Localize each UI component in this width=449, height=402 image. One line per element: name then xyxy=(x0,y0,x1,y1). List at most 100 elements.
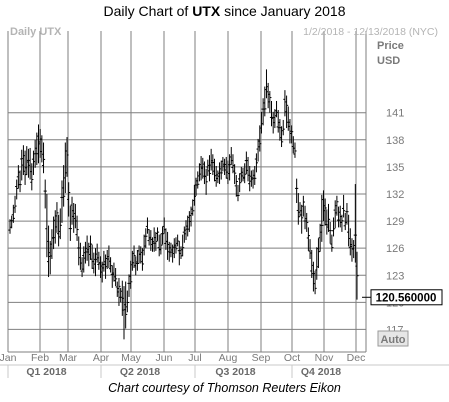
title-ticker: UTX xyxy=(192,3,221,19)
ohlc-bar xyxy=(162,217,166,234)
ohlc-bar xyxy=(341,194,346,218)
ohlc-bar xyxy=(124,281,128,329)
ohlc-bar xyxy=(333,200,337,229)
x-tick-label: Jul xyxy=(188,352,201,364)
ohlc-bar xyxy=(53,210,57,244)
ohlc-bar xyxy=(155,227,160,241)
quarter-label: Q4 2018 xyxy=(301,366,341,378)
x-axis-month-ticks: Jan Feb Mar Apr May Jun Jul Aug Sep Oct Nov Dec xyxy=(0,352,365,364)
ohlc-bar xyxy=(46,225,51,278)
ohlc-bar xyxy=(271,111,275,134)
ohlc-bar xyxy=(254,153,259,173)
ohlc-bar xyxy=(73,203,77,229)
ohlc-bar xyxy=(80,257,84,278)
ohlc-bar xyxy=(174,237,178,254)
ohlc-bar xyxy=(256,138,260,162)
ohlc-bar xyxy=(165,231,170,260)
quarter-label: Q3 2018 xyxy=(215,366,255,378)
title-suffix: since January 2018 xyxy=(220,3,346,19)
ohlc-bar xyxy=(60,180,64,223)
ohlc-bar xyxy=(97,251,101,270)
ohlc-bar xyxy=(326,203,331,232)
auto-button-bg[interactable] xyxy=(377,330,409,347)
ohlc-bar xyxy=(347,214,351,247)
ohlc-bar xyxy=(140,248,145,271)
ohlc-bar xyxy=(204,168,208,195)
ohlc-bar xyxy=(181,234,185,257)
ohlc-bar xyxy=(296,193,300,225)
ohlc-bar xyxy=(88,235,93,260)
ohlc-bar xyxy=(13,195,17,213)
ohlc-bar xyxy=(70,196,74,225)
ohlc-bar xyxy=(306,227,310,251)
ohlc-bar xyxy=(274,100,279,118)
quarter-label: Q2 2018 xyxy=(120,366,160,378)
price-bars xyxy=(8,69,359,340)
ohlc-bar xyxy=(112,262,116,282)
ohlc-bar xyxy=(206,159,210,176)
ohlc-bar xyxy=(239,166,243,183)
ohlc-bar xyxy=(176,234,180,247)
ohlc-bar xyxy=(273,109,277,129)
last-price-value: 120.560000 xyxy=(376,292,437,304)
chart-title: Daily Chart of UTX since January 2018 xyxy=(0,3,449,19)
ohlc-bar xyxy=(192,184,196,206)
date-range: 1/2/2018 - 12/13/2018 (NYC) xyxy=(303,26,438,38)
ohlc-bar xyxy=(58,208,62,240)
title-prefix: Daily Chart of xyxy=(103,3,193,19)
ohlc-bar xyxy=(219,160,223,180)
ohlc-bar xyxy=(286,106,290,131)
auto-scale-button[interactable]: Auto xyxy=(377,330,409,347)
ohlc-bar xyxy=(330,234,334,252)
ohlc-bar xyxy=(340,214,344,232)
ohlc-bar xyxy=(182,226,186,243)
ohlc-bar xyxy=(211,154,215,176)
ohlc-bar xyxy=(110,265,114,288)
ohlc-bar xyxy=(157,234,161,257)
ohlc-bar xyxy=(55,202,59,233)
ohlc-bar xyxy=(159,233,163,255)
ohlc-bar xyxy=(197,163,202,182)
ohlc-bar xyxy=(28,147,32,180)
ohlc-bar xyxy=(117,277,121,306)
ohlc-bar xyxy=(229,147,233,166)
ohlc-bar xyxy=(134,256,138,276)
ohlc-bar xyxy=(345,203,349,225)
ohlc-bar xyxy=(321,190,326,222)
y-tick-label: 126 xyxy=(386,243,404,255)
ohlc-bar xyxy=(78,242,83,270)
ohlc-bar xyxy=(201,157,205,179)
ohlc-bar xyxy=(268,91,272,113)
ohlc-bar xyxy=(43,179,47,209)
ohlc-bar xyxy=(281,119,285,136)
price-chart[interactable]: 117120123126129132135138141 JanFebMarApr… xyxy=(0,22,449,378)
ohlc-bar xyxy=(238,173,242,193)
y-tick-label: 132 xyxy=(386,189,404,201)
ohlc-bar xyxy=(77,236,81,266)
ohlc-bar xyxy=(72,203,76,233)
ohlc-bar xyxy=(338,205,342,228)
ohlc-bar xyxy=(258,125,262,152)
ohlc-bar xyxy=(63,142,67,194)
auto-button-label[interactable]: Auto xyxy=(380,334,405,346)
ohlc-bar xyxy=(320,194,324,242)
ohlc-bar xyxy=(83,241,88,264)
ohlc-bar xyxy=(311,261,316,292)
quarter-label: Q1 2018 xyxy=(26,366,66,378)
ohlc-bar xyxy=(293,142,297,158)
ohlc-bar xyxy=(10,215,14,229)
x-axis-quarter-labels: Q1 2018 Q2 2018 Q3 2018 Q4 2018 xyxy=(0,364,449,378)
x-tick-label: Mar xyxy=(59,352,78,364)
ohlc-bar xyxy=(68,205,72,241)
ohlc-bar xyxy=(308,239,312,259)
ohlc-bar xyxy=(253,165,257,185)
y-tick-label: 129 xyxy=(386,216,404,228)
ohlc-bar xyxy=(102,250,106,272)
x-tick-label: Sep xyxy=(252,352,271,364)
axis-title-price: Price xyxy=(377,40,404,52)
x-tick-label: Feb xyxy=(31,352,49,364)
x-tick-label: May xyxy=(121,352,142,364)
y-tick-label: 135 xyxy=(386,162,404,174)
ohlc-bar xyxy=(184,220,188,241)
chart-caption: Chart courtesy of Thomson Reuters Eikon xyxy=(108,381,341,395)
